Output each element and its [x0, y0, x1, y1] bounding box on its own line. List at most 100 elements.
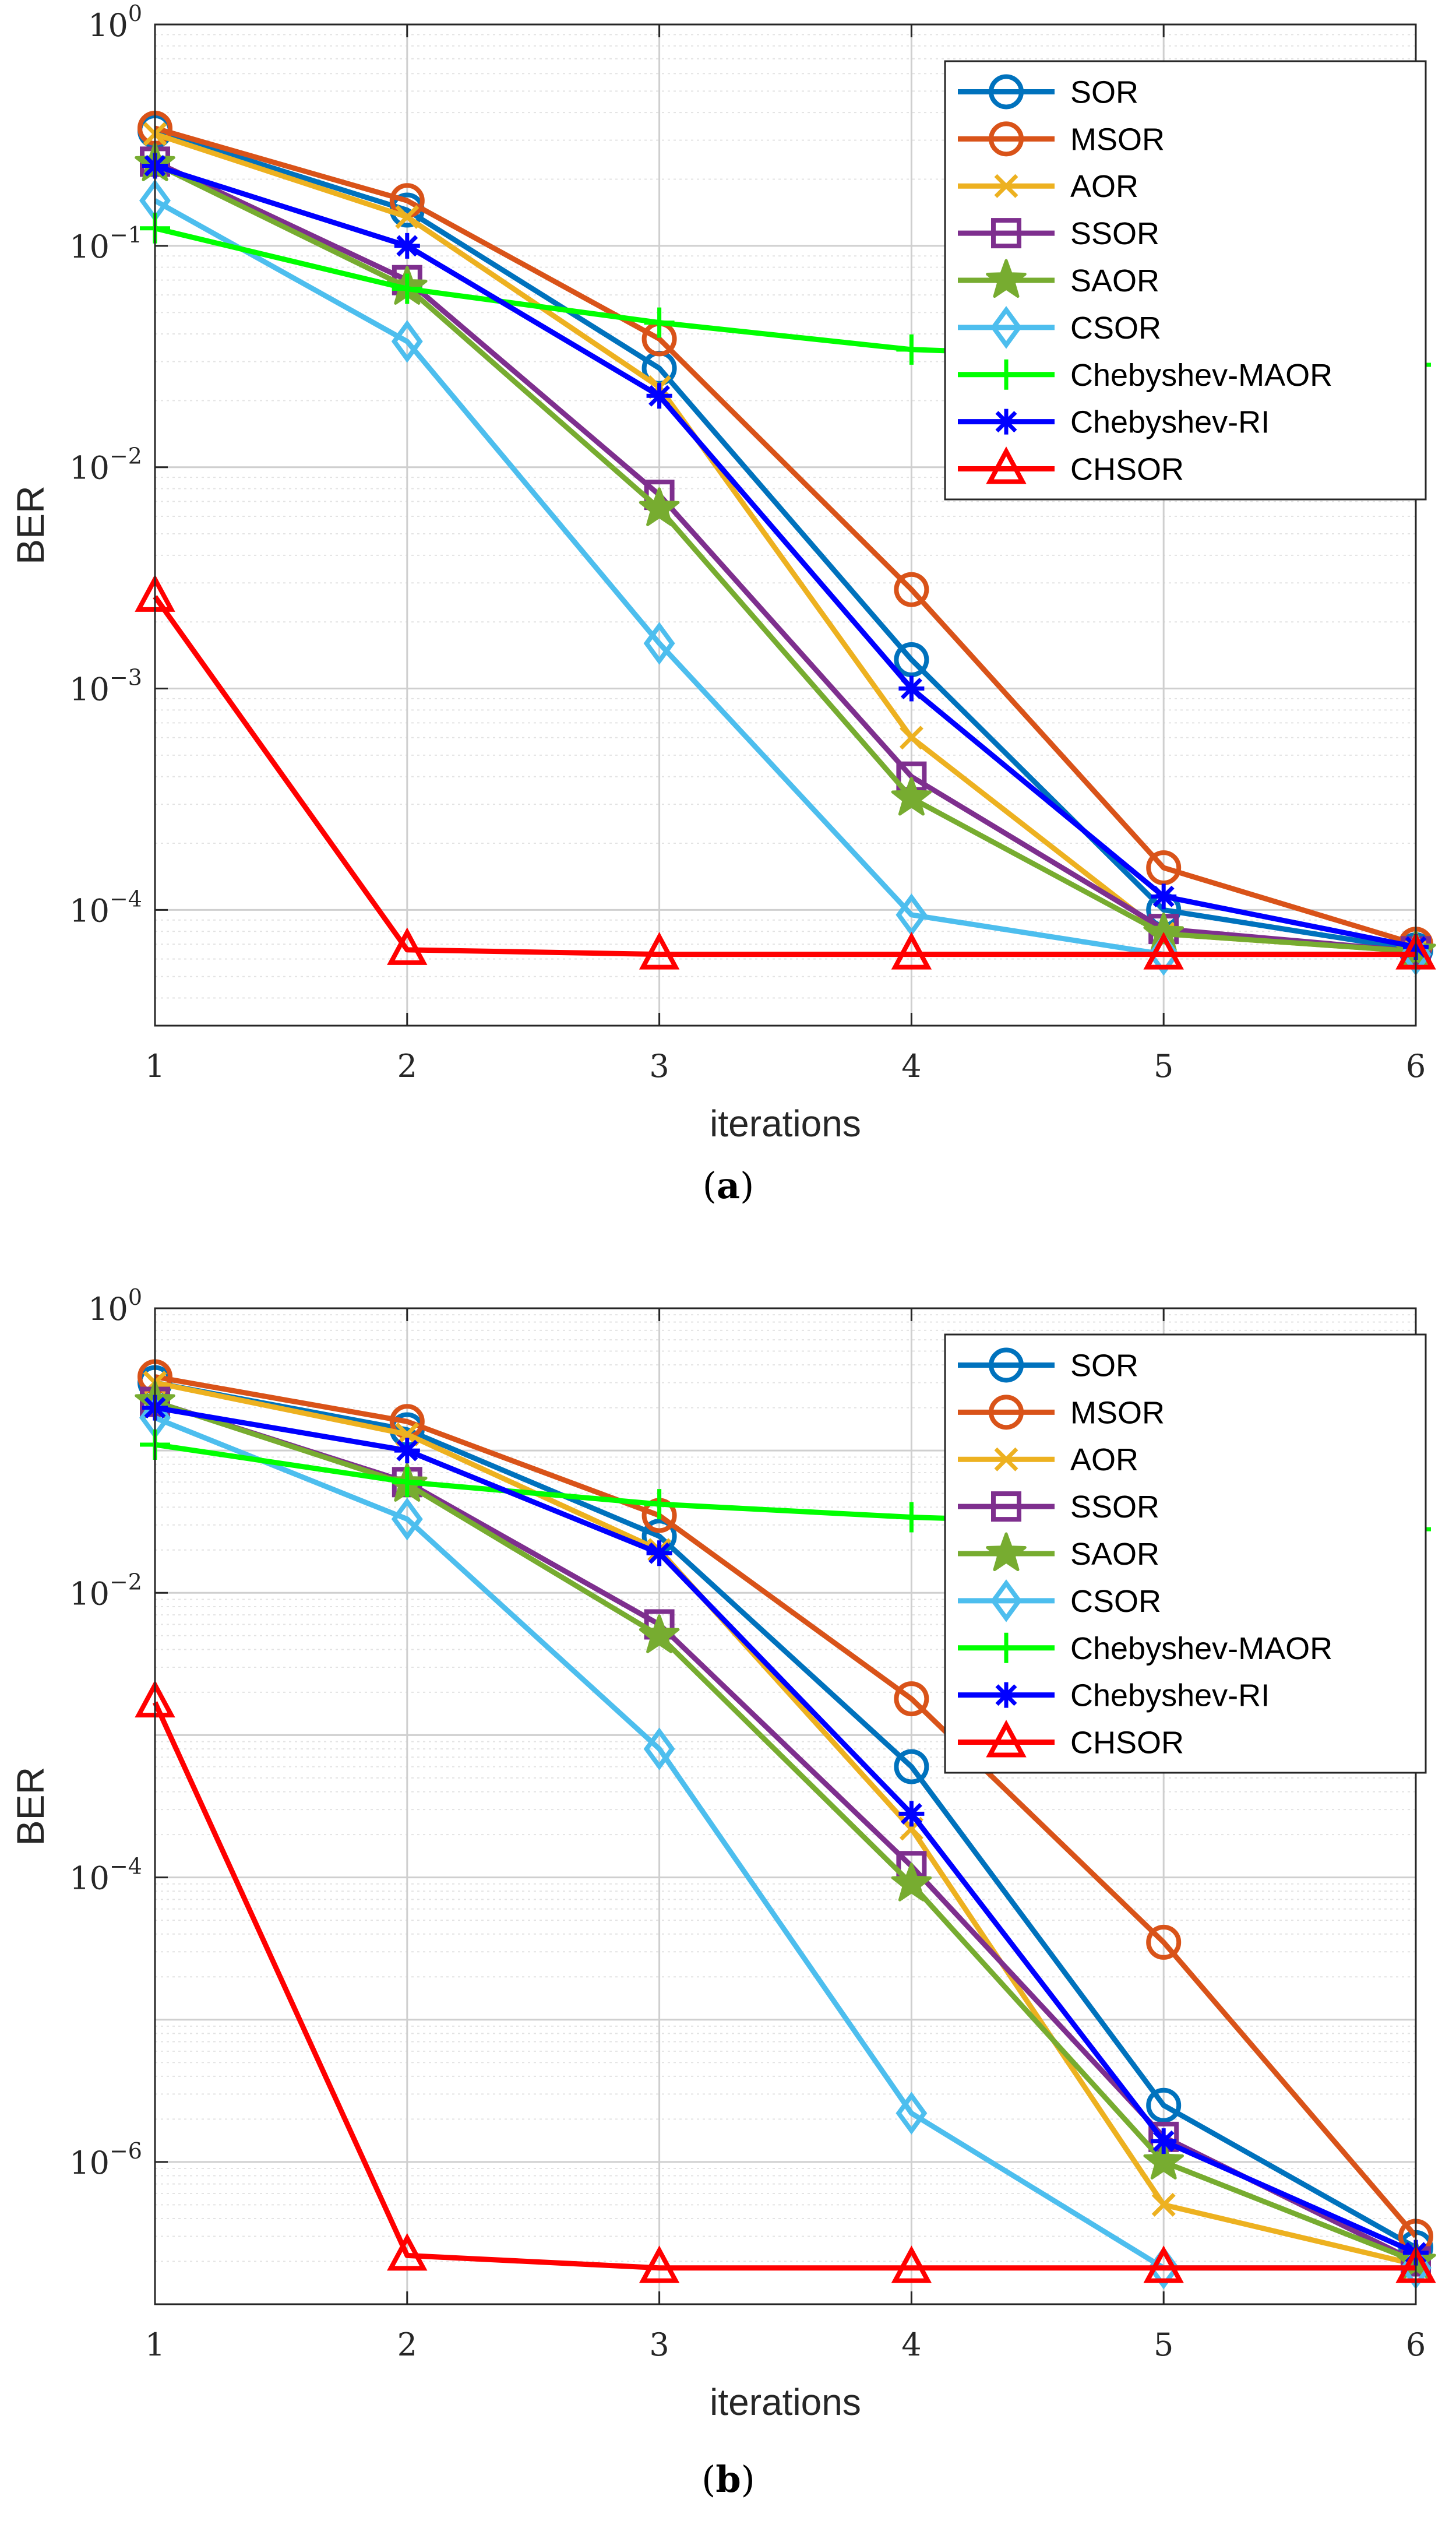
panel-b-y-tick-label: 100: [88, 1284, 142, 1328]
panel-b-legend-marker: [990, 1579, 1022, 1622]
panel-a-legend-label: Chebyshev-MAOR: [1070, 358, 1332, 393]
panel-b-y-tick-label: 10−4: [69, 1854, 142, 1897]
panel-a-x-tick-label: 3: [649, 1048, 669, 1085]
caption-a-open: (: [702, 1164, 717, 1207]
panel-a-legend-marker: [989, 74, 1024, 110]
panel-a-series-line: [154, 159, 1416, 954]
panel-a-data-point: [898, 675, 925, 702]
caption-b: (b): [670, 2458, 787, 2501]
panel-a-x-tick-label: 1: [145, 1048, 165, 1085]
panel-b-series-line: [154, 1374, 1418, 2238]
panel-b-data-point: [1146, 1924, 1182, 1960]
panel-b-legend-entry: SSOR: [958, 1490, 1159, 1524]
panel-a-data-point: [891, 932, 932, 970]
panel-b-legend-marker: [989, 1347, 1024, 1383]
caption-b-letter: b: [715, 2458, 741, 2501]
panel-a-legend-entry: SAOR: [958, 259, 1159, 298]
panel-a-series-line: [154, 163, 1416, 950]
panel-a-legend-label: AOR: [1070, 169, 1138, 204]
panel-a-legend-marker: [991, 218, 1021, 249]
panel-a-legend-entry: CHSOR: [958, 446, 1184, 487]
panel-b-legend-label: CHSOR: [1070, 1726, 1184, 1761]
panel-b-legend-entry: SAOR: [958, 1532, 1159, 1572]
panel-b-legend-entry: SOR: [958, 1347, 1138, 1383]
panel-b-legend-marker: [993, 1682, 1019, 1708]
panel-a-chart: 1 2 3 4 5 6 100 10−1 10−2 10−3 10−4 iterations BER SO…: [9, 1, 1436, 1145]
panel-b-legend-entry: MSOR: [958, 1395, 1165, 1430]
panel-b-x-tick-label: 3: [649, 2326, 669, 2363]
panel-b-data-point: [891, 1862, 932, 1902]
panel-a-legend-label: SAOR: [1070, 263, 1159, 298]
panel-b-data-point: [387, 2233, 428, 2271]
panel-a-data-point: [395, 205, 419, 229]
panel-b-chart: 1 2 3 4 5 6 100 10−2 10−4 10−6 iterations BER SOR MSO…: [9, 1284, 1436, 2423]
panel-a-legend-entry: CSOR: [958, 306, 1161, 349]
panel-a-legend-marker: [986, 259, 1027, 298]
panel-b-x-tick-label: 6: [1406, 2326, 1426, 2363]
panel-a-legend-marker: [986, 446, 1027, 484]
panel-b-x-tick-label: 5: [1154, 2326, 1173, 2363]
panel-a-legend: SOR MSOR AOR SSOR SAOR CSOR Chebyshev-MAOR Cheb…: [944, 60, 1427, 501]
panel-b-legend-entry: CHSOR: [958, 1720, 1184, 1761]
caption-a-close: ): [740, 1164, 755, 1207]
panel-b-data-point: [391, 1497, 423, 1541]
panel-b-series-line: [152, 1701, 1416, 2271]
panel-b-legend-label: Chebyshev-RI: [1070, 1678, 1270, 1713]
panel-a-legend-marker: [990, 306, 1022, 349]
panel-a-y-tick-label: 10−3: [69, 665, 142, 708]
panel-b-legend-entry: Chebyshev-MAOR: [958, 1631, 1332, 1666]
panel-a-x-tick-label: 5: [1154, 1048, 1173, 1085]
panel-b-data-point: [896, 2092, 928, 2135]
panel-b-series-line: [154, 1380, 1417, 2268]
panel-a-legend-label: SSOR: [1070, 216, 1159, 251]
panel-a-legend-marker: [993, 409, 1019, 435]
panel-b-data-point: [898, 1801, 925, 1827]
panel-b-x-tick-label: 2: [397, 2326, 417, 2363]
panel-a-legend-entry: AOR: [958, 169, 1138, 204]
panel-b-legend-label: CSOR: [1070, 1584, 1161, 1619]
panel-a-legend-marker: [989, 121, 1024, 157]
panel-b-data-point: [639, 2245, 680, 2283]
panel-b-y-tick-label: 10−2: [69, 1569, 142, 1612]
panel-a-series-line: [154, 161, 1416, 954]
panel-a-legend-entry: Chebyshev-MAOR: [958, 358, 1332, 393]
panel-b-data-point: [896, 1502, 927, 1533]
panel-b-x-tick-label: 4: [901, 2326, 921, 2363]
panel-b-data-point: [644, 1489, 675, 1520]
panel-b-series-line: [154, 1380, 1418, 2250]
panel-a-series-line: [154, 128, 1416, 953]
panel-a-data-point: [392, 273, 422, 304]
panel-a-legend-entry: MSOR: [958, 121, 1165, 157]
panel-b-data-point: [639, 1614, 680, 1653]
panel-b-legend-entry: AOR: [958, 1442, 1138, 1477]
panel-a-ticks: [154, 23, 1417, 1026]
panel-b-data-point: [1143, 2245, 1184, 2283]
caption-a: (a): [670, 1164, 787, 1207]
panel-b-legend-marker: [986, 1532, 1027, 1571]
panel-b-legend-label: AOR: [1070, 1442, 1138, 1477]
panel-a-data-point: [387, 927, 428, 965]
panel-b-series-line: [154, 1405, 1417, 2255]
panel-b-axes-box: [154, 1307, 1417, 2305]
panel-a-data-point: [1143, 932, 1184, 970]
panel-a-data-point: [899, 726, 923, 750]
panel-b-y-tick-label: 10−6: [69, 2138, 142, 2181]
panel-a-y-tick-label: 100: [88, 1, 142, 44]
panel-a-data-point: [391, 320, 423, 363]
caption-a-letter: a: [716, 1164, 741, 1207]
panel-a-data-point: [1151, 883, 1177, 910]
panel-b-data-point: [646, 1540, 672, 1566]
panel-a-series-line: [153, 595, 1416, 957]
panel-b-series-line: [154, 1399, 1417, 2264]
panel-b-legend: SOR MSOR AOR SSOR SAOR CSOR Chebyshev-MAOR Cheb…: [944, 1333, 1427, 1774]
panel-b-data-point: [1151, 2128, 1177, 2154]
panel-b-data-point: [1143, 2140, 1184, 2180]
panel-b-ticks: [154, 1307, 1417, 2304]
panel-a-data-point: [891, 777, 932, 816]
panel-b-legend-label: SOR: [1070, 1348, 1138, 1383]
caption-b-open: (: [701, 2458, 716, 2501]
panel-a-legend-label: MSOR: [1070, 122, 1165, 157]
panel-b-data-point: [894, 1749, 929, 1784]
panel-b-legend-marker: [991, 1491, 1021, 1522]
